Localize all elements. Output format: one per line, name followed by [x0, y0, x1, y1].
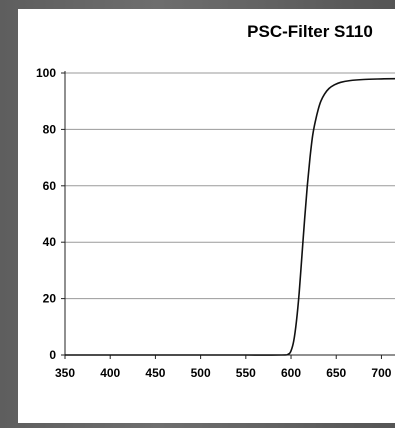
x-tick-label-550: 550	[236, 366, 256, 380]
y-tick-label-20: 20	[43, 292, 57, 306]
y-axis-tick-labels: 0 20 40 60 80 100	[36, 66, 56, 362]
chart-title: PSC-Filter S110	[247, 22, 373, 41]
chart-panel: PSC-Filter S110 0 20 40 60 80 100 350 400 450 50…	[18, 9, 395, 423]
series-layer	[65, 77, 395, 356]
x-tick-label-650: 650	[326, 366, 346, 380]
x-axis-tick-labels: 350 400 450 500 550 600 650 700	[55, 366, 392, 380]
gridlines	[65, 72, 395, 300]
x-tick-label-700: 700	[371, 366, 391, 380]
y-tick-label-100: 100	[36, 66, 56, 80]
y-tick-label-80: 80	[43, 122, 57, 136]
y-tick-label-60: 60	[43, 179, 57, 193]
axes	[61, 71, 395, 359]
transmission-chart: PSC-Filter S110 0 20 40 60 80 100 350 400 450 50…	[36, 22, 395, 380]
x-tick-label-450: 450	[145, 366, 165, 380]
x-tick-label-600: 600	[281, 366, 301, 380]
x-tick-label-500: 500	[191, 366, 211, 380]
series-line-0	[65, 77, 395, 356]
x-tick-label-350: 350	[55, 366, 75, 380]
x-tick-label-400: 400	[100, 366, 120, 380]
y-tick-label-40: 40	[43, 235, 57, 249]
y-tick-label-0: 0	[49, 348, 56, 362]
